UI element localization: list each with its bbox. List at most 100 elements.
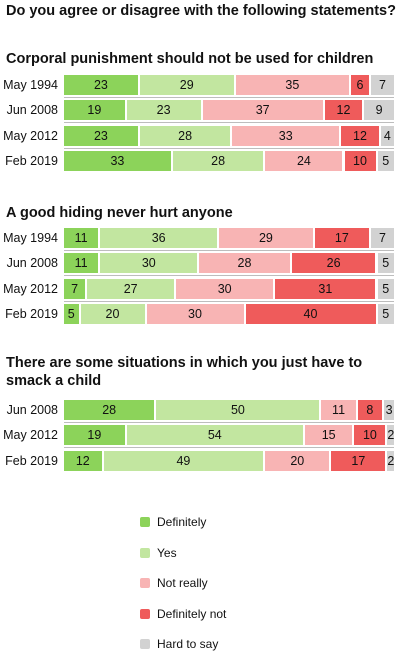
bar-segment-yes: 54 [126, 425, 305, 446]
row-label: Jun 2008 [6, 403, 58, 417]
bar-segment-definitely: 12 [64, 450, 104, 471]
row-divider [64, 122, 394, 124]
bar-segment-definitely: 28 [64, 400, 157, 420]
bar-segment-hard-to-say: 7 [370, 228, 394, 248]
bar-row: Feb 2019 12 49 20 17 2 [0, 450, 400, 471]
bar-segment-definitely-not: 12 [341, 125, 381, 146]
legend-item-hard-to-say: Hard to say [140, 635, 340, 653]
bar-segment-yes: 23 [126, 100, 203, 121]
row-label: Jun 2008 [6, 256, 58, 271]
bar-segment-yes: 27 [87, 278, 177, 299]
bar-segment-not-really: 29 [219, 228, 315, 248]
legend-swatch [140, 639, 150, 649]
bar-segment-not-really: 30 [146, 303, 246, 324]
bar-segment-hard-to-say: 9 [364, 100, 394, 121]
stacked-bar: 33 28 24 10 5 [64, 150, 394, 171]
bar-segment-definitely-not: 12 [324, 100, 365, 121]
row-divider [64, 97, 394, 98]
row-label: Feb 2019 [5, 453, 58, 468]
bar-segment-hard-to-say: 7 [370, 75, 394, 95]
bar-segment-definitely: 19 [64, 425, 127, 446]
bar-segment-yes: 28 [172, 150, 266, 171]
row-label: May 2012 [3, 428, 58, 443]
stacked-bar: 12 49 20 17 2 [64, 450, 394, 471]
bar-row: Feb 2019 5 20 30 40 5 [0, 303, 400, 324]
row-divider [64, 250, 394, 251]
bar-segment-definitely: 5 [64, 303, 81, 324]
bar-segment-yes: 36 [100, 228, 220, 248]
legend-swatch [140, 608, 150, 619]
section-title: There are some situations in which you j… [6, 355, 363, 389]
legend-label: Yes [157, 545, 177, 560]
bar-segment-not-really: 24 [265, 150, 345, 171]
bar-segment-yes: 29 [139, 75, 236, 95]
bar-segment-definitely-not: 31 [275, 278, 378, 299]
row-label: Feb 2019 [5, 306, 58, 321]
bar-row: May 2012 23 28 33 12 4 [0, 125, 400, 146]
row-label: May 1994 [3, 231, 58, 245]
bar-segment-definitely: 19 [64, 100, 127, 121]
bar-row: Jun 2008 19 23 37 12 9 [0, 100, 400, 121]
bar-segment-definitely: 23 [64, 75, 140, 95]
row-label: May 2012 [3, 281, 58, 296]
bar-segment-definitely-not: 10 [354, 425, 388, 446]
stacked-bar: 28 50 11 8 3 [64, 400, 394, 420]
row-label: May 2012 [3, 128, 58, 143]
bar-segment-hard-to-say: 4 [380, 125, 394, 146]
stacked-bar: 7 27 30 31 5 [64, 278, 394, 299]
bar-segment-yes: 49 [103, 450, 266, 471]
bar-segment-definitely: 11 [64, 253, 101, 274]
stacked-bar: 11 30 28 26 5 [64, 253, 394, 274]
legend-item-yes: Yes [140, 544, 340, 562]
bar-segment-definitely-not: 26 [291, 253, 378, 274]
legend-item-definitely: Definitely [140, 513, 340, 531]
stacked-bar: 11 36 29 17 7 [64, 228, 394, 248]
bar-segment-hard-to-say: 3 [384, 400, 394, 420]
bar-segment-not-really: 11 [321, 400, 358, 420]
bar-row: Jun 2008 11 30 28 26 5 [0, 253, 400, 274]
bar-segment-definitely-not: 17 [314, 228, 371, 248]
bar-segment-definitely: 7 [64, 278, 88, 299]
bar-segment-not-really: 28 [199, 253, 292, 274]
bar-row: Jun 2008 28 50 11 8 3 [0, 400, 400, 420]
bar-segment-definitely-not: 10 [344, 150, 378, 171]
row-divider [64, 422, 394, 423]
bar-segment-yes: 50 [156, 400, 322, 420]
bar-segment-hard-to-say: 2 [387, 425, 394, 446]
bar-segment-not-really: 30 [176, 278, 276, 299]
stacked-bar: 23 28 33 12 4 [64, 125, 394, 146]
row-label: Feb 2019 [5, 153, 58, 168]
bar-segment-yes: 30 [100, 253, 200, 274]
bar-row: May 2012 7 27 30 31 5 [0, 278, 400, 299]
row-divider [64, 275, 394, 277]
bar-row: May 1994 11 36 29 17 7 [0, 228, 400, 248]
bar-segment-definitely-not: 6 [351, 75, 371, 95]
row-divider [64, 300, 394, 302]
stacked-bar: 5 20 30 40 5 [64, 303, 394, 324]
bar-segment-hard-to-say: 2 [387, 450, 394, 471]
bar-row: May 2012 19 54 15 10 2 [0, 425, 400, 446]
stacked-bar: 19 23 37 12 9 [64, 100, 394, 121]
legend-swatch [140, 578, 150, 588]
bar-row: Feb 2019 33 28 24 10 5 [0, 150, 400, 171]
bar-segment-definitely: 11 [64, 228, 101, 248]
bar-segment-hard-to-say: 5 [377, 253, 394, 274]
section-title: A good hiding never hurt anyone [6, 205, 233, 221]
bar-segment-definitely-not: 8 [357, 400, 385, 420]
bar-segment-not-really: 15 [304, 425, 355, 446]
legend-swatch [140, 547, 150, 558]
legend-label: Definitely not [157, 606, 227, 621]
legend-item-not-really: Not really [140, 574, 340, 592]
bar-segment-not-really: 35 [235, 75, 352, 95]
bar-segment-yes: 28 [139, 125, 233, 146]
bar-segment-definitely: 33 [64, 150, 173, 171]
row-divider [64, 147, 394, 149]
stacked-bar: 19 54 15 10 2 [64, 425, 394, 446]
row-label: Jun 2008 [6, 103, 58, 118]
bar-segment-definitely: 23 [64, 125, 140, 146]
bar-segment-not-really: 33 [232, 125, 342, 146]
bar-segment-hard-to-say: 5 [377, 278, 394, 299]
bar-segment-definitely-not: 17 [331, 450, 388, 471]
legend-label: Definitely [157, 515, 207, 529]
legend-label: Hard to say [157, 637, 219, 651]
